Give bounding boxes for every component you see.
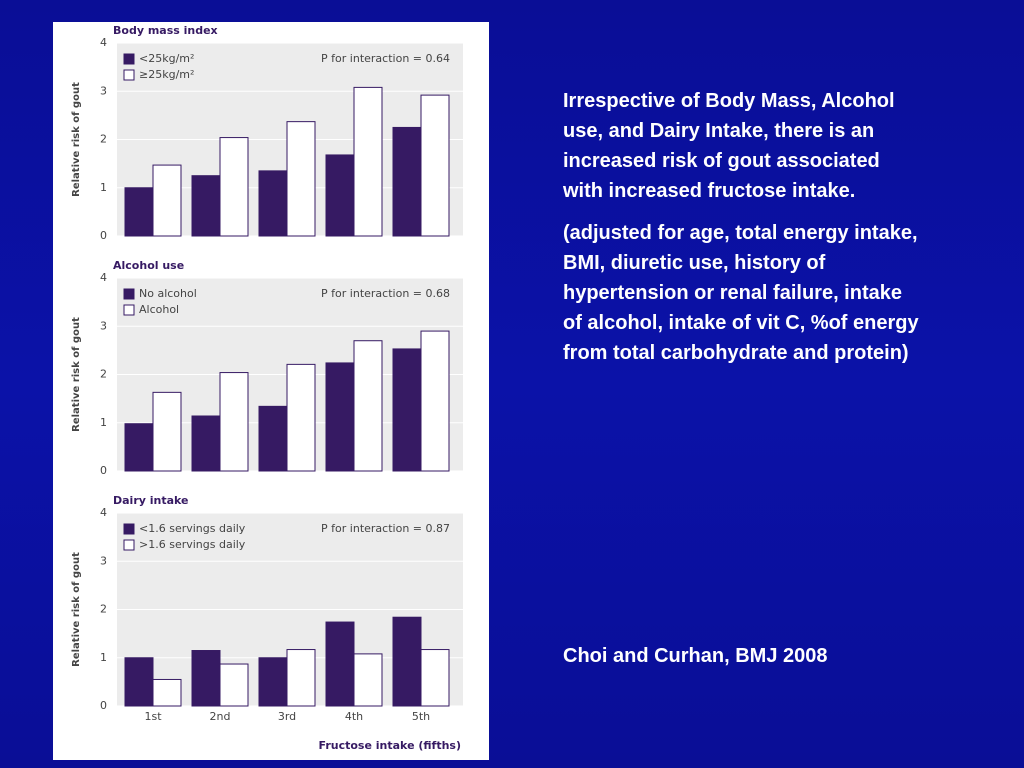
bar (124, 423, 154, 472)
x-tick-label: 3rd (278, 710, 296, 723)
bar (258, 405, 288, 472)
y-tick-label: 4 (100, 506, 107, 519)
x-tick-label: 4th (345, 710, 363, 723)
y-axis-label: Relative risk of gout (71, 317, 82, 432)
legend-label: <1.6 servings daily (139, 522, 246, 535)
bar (258, 170, 288, 237)
bar (325, 621, 355, 707)
bar (219, 663, 249, 707)
x-tick-label: 5th (412, 710, 430, 723)
chart-title: Alcohol use (113, 259, 184, 272)
bar (325, 362, 355, 472)
bar (286, 121, 316, 237)
y-tick-label: 1 (100, 651, 107, 664)
bar (258, 657, 288, 707)
legend-label: No alcohol (139, 287, 197, 300)
bar (152, 678, 182, 707)
y-tick-label: 4 (100, 271, 107, 284)
y-tick-label: 2 (100, 368, 107, 381)
bar (286, 363, 316, 472)
y-tick-label: 1 (100, 181, 107, 194)
bar (420, 330, 450, 472)
chart-title: Dairy intake (113, 494, 189, 507)
legend-label: >1.6 servings daily (139, 538, 246, 551)
bar (152, 164, 182, 237)
bar (191, 650, 221, 707)
legend-swatch (123, 539, 135, 551)
bar (219, 372, 249, 472)
y-tick-label: 0 (100, 699, 107, 712)
chart-title: Body mass index (113, 24, 218, 37)
y-tick-label: 3 (100, 554, 107, 567)
annotation: P for interaction = 0.64 (321, 52, 450, 65)
bar (353, 86, 383, 237)
y-tick-label: 2 (100, 133, 107, 146)
annotation: P for interaction = 0.68 (321, 287, 450, 300)
bar (420, 649, 450, 707)
citation: Choi and Curhan, BMJ 2008 (563, 645, 828, 667)
legend-swatch (123, 69, 135, 81)
y-tick-label: 0 (100, 229, 107, 242)
legend-swatch (123, 523, 135, 535)
y-tick-label: 1 (100, 416, 107, 429)
bar (124, 657, 154, 707)
y-tick-label: 3 (100, 319, 107, 332)
bar (353, 653, 383, 707)
legend-label: Alcohol (139, 303, 179, 316)
legend-swatch (123, 304, 135, 316)
bar (353, 340, 383, 472)
bar (191, 415, 221, 472)
y-axis-label: Relative risk of gout (71, 552, 82, 667)
bar (191, 175, 221, 237)
text-column: Irrespective of Body Mass, Alcohol use, … (563, 86, 923, 380)
bar (124, 187, 154, 237)
y-axis-label: Relative risk of gout (71, 82, 82, 197)
paragraph: (adjusted for age, total energy intake, … (563, 222, 919, 364)
legend-label: ≥25kg/m² (139, 68, 194, 81)
bar (152, 391, 182, 472)
y-tick-label: 3 (100, 84, 107, 97)
paragraph: Irrespective of Body Mass, Alcohol use, … (563, 90, 895, 202)
legend-label: <25kg/m² (139, 52, 194, 65)
legend-swatch (123, 288, 135, 300)
bar (219, 137, 249, 237)
y-tick-label: 4 (100, 36, 107, 49)
bar (286, 649, 316, 707)
x-tick-label: 1st (144, 710, 162, 723)
bar (392, 616, 422, 707)
x-axis-label: Fructose intake (fifths) (319, 739, 461, 752)
bar (325, 154, 355, 237)
y-tick-label: 2 (100, 603, 107, 616)
x-tick-label: 2nd (210, 710, 231, 723)
bar (392, 126, 422, 237)
legend-swatch (123, 53, 135, 65)
bar (420, 94, 450, 237)
bar (392, 348, 422, 472)
annotation: P for interaction = 0.87 (321, 522, 450, 535)
y-tick-label: 0 (100, 464, 107, 477)
